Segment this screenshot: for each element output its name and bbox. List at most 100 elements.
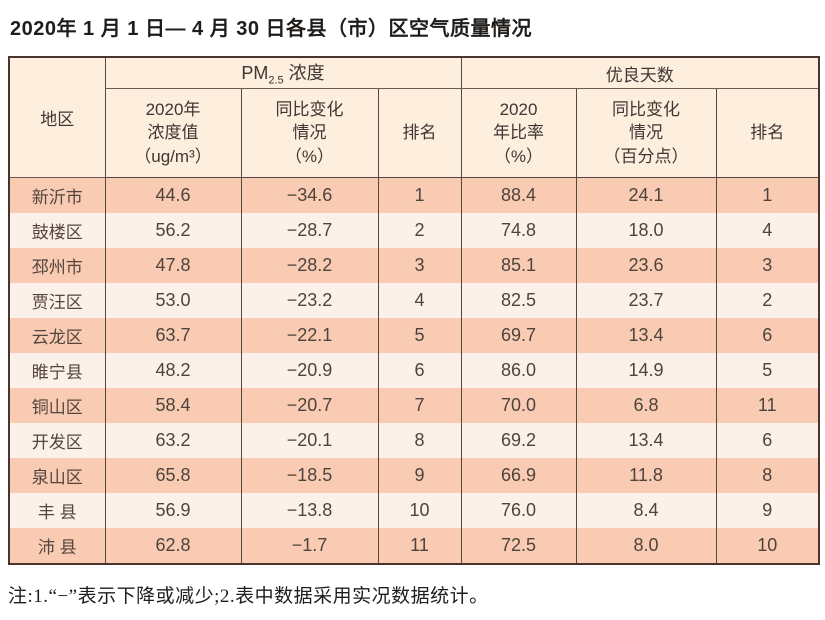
table-row: 丰 县 56.9 −13.8 10 76.0 8.4 9 (8, 493, 819, 528)
good-ratio-cell: 69.2 (460, 423, 576, 458)
good-rank-cell: 4 (715, 213, 819, 248)
good-change-cell: 24.1 (575, 177, 716, 213)
pm-rank-cell: 11 (377, 528, 461, 564)
col-header-good-change: 同比变化 情况 （百分点） (575, 88, 716, 178)
good-rank-cell: 10 (715, 528, 819, 564)
col-header-good-ratio: 2020 年比率 （%） (460, 88, 576, 178)
pm-value-cell: 56.2 (104, 213, 241, 248)
pm-value-cell: 44.6 (104, 177, 241, 213)
pm-rank-cell: 9 (377, 458, 461, 493)
pm-change-cell: −18.5 (240, 458, 378, 493)
good-change-cell: 13.4 (575, 423, 716, 458)
good-ratio-cell: 74.8 (460, 213, 576, 248)
region-cell: 鼓楼区 (8, 213, 105, 248)
pm-rank-cell: 1 (377, 177, 461, 213)
pm-value-cell: 63.2 (104, 423, 241, 458)
pm25-label: PM2.5 浓度 (241, 63, 325, 87)
pm-rank-cell: 7 (377, 388, 461, 423)
page-title: 2020年 1 月 1 日— 4 月 30 日各县（市）区空气质量情况 (10, 18, 533, 40)
header-sub-row: 2020年 浓度值 （ug/m³） 同比变化 情况 （%） 排名 2020 年比… (9, 88, 819, 178)
good-rank-cell: 2 (715, 283, 819, 318)
good-ratio-cell: 70.0 (460, 388, 576, 423)
col-header-pm-change: 同比变化 情况 （%） (240, 88, 378, 178)
pm-value-cell: 53.0 (104, 283, 241, 318)
col-header-region: 地区 (8, 57, 105, 178)
pm-value-cell: 65.8 (104, 458, 241, 493)
col-group-good-days: 优良天数 (460, 57, 819, 89)
pm-value-cell: 58.4 (104, 388, 241, 423)
good-change-cell: 13.4 (575, 318, 716, 353)
good-ratio-cell: 76.0 (460, 493, 576, 528)
table-row: 新沂市 44.6 −34.6 1 88.4 24.1 1 (8, 177, 819, 213)
pm-change-cell: −13.8 (240, 493, 378, 528)
table-body: 新沂市 44.6 −34.6 1 88.4 24.1 1 鼓楼区 56.2 −2… (8, 177, 819, 564)
good-rank-cell: 9 (715, 493, 819, 528)
region-cell: 云龙区 (8, 318, 105, 353)
table-row: 云龙区 63.7 −22.1 5 69.7 13.4 6 (8, 318, 819, 353)
pm-rank-cell: 6 (377, 353, 461, 388)
table-row: 铜山区 58.4 −20.7 7 70.0 6.8 11 (8, 388, 819, 423)
pm-change-cell: −1.7 (240, 528, 378, 564)
pm-rank-cell: 8 (377, 423, 461, 458)
good-ratio-cell: 82.5 (460, 283, 576, 318)
air-quality-table: 地区 PM2.5 浓度 优良天数 2020年 浓度值 （ug/m³） 同比变化 … (8, 56, 820, 565)
good-ratio-cell: 85.1 (460, 248, 576, 283)
good-change-cell: 11.8 (575, 458, 716, 493)
region-cell: 开发区 (8, 423, 105, 458)
table-row: 开发区 63.2 −20.1 8 69.2 13.4 6 (8, 423, 819, 458)
table-row: 沛 县 62.8 −1.7 11 72.5 8.0 10 (8, 528, 819, 564)
col-header-pm-value: 2020年 浓度值 （ug/m³） (104, 88, 241, 178)
good-rank-cell: 8 (715, 458, 819, 493)
good-ratio-cell: 88.4 (460, 177, 576, 213)
region-cell: 贾汪区 (8, 283, 105, 318)
good-change-cell: 6.8 (575, 388, 716, 423)
pm-change-cell: −34.6 (240, 177, 378, 213)
good-rank-cell: 1 (715, 177, 819, 213)
good-ratio-cell: 72.5 (460, 528, 576, 564)
region-cell: 铜山区 (8, 388, 105, 423)
pm-rank-cell: 3 (377, 248, 461, 283)
header-group-row: 地区 PM2.5 浓度 优良天数 (8, 57, 819, 178)
good-change-cell: 8.4 (575, 493, 716, 528)
table-row: 贾汪区 53.0 −23.2 4 82.5 23.7 2 (8, 283, 819, 318)
pm-change-cell: −20.9 (240, 353, 378, 388)
footnote: 注:1.“−”表示下降或减少;2.表中数据采用实况数据统计。 (8, 586, 489, 607)
good-rank-cell: 5 (715, 353, 819, 388)
table-row: 泉山区 65.8 −18.5 9 66.9 11.8 8 (8, 458, 819, 493)
good-change-cell: 18.0 (575, 213, 716, 248)
good-change-cell: 8.0 (575, 528, 716, 564)
good-ratio-cell: 66.9 (460, 458, 576, 493)
region-cell: 邳州市 (8, 248, 105, 283)
pm-change-cell: −28.2 (240, 248, 378, 283)
pm-change-cell: −22.1 (240, 318, 378, 353)
good-change-cell: 14.9 (575, 353, 716, 388)
region-cell: 泉山区 (8, 458, 105, 493)
good-rank-cell: 3 (715, 248, 819, 283)
pm-change-cell: −20.1 (240, 423, 378, 458)
region-cell: 丰 县 (8, 493, 105, 528)
pm-rank-cell: 4 (377, 283, 461, 318)
good-ratio-cell: 86.0 (460, 353, 576, 388)
region-cell: 睢宁县 (8, 353, 105, 388)
good-change-cell: 23.7 (575, 283, 716, 318)
pm-rank-cell: 5 (377, 318, 461, 353)
pm-change-cell: −20.7 (240, 388, 378, 423)
region-cell: 新沂市 (8, 177, 105, 213)
pm-change-cell: −23.2 (240, 283, 378, 318)
col-group-pm25: PM2.5 浓度 (104, 57, 461, 89)
col-header-pm-rank: 排名 (377, 88, 461, 178)
good-change-cell: 23.6 (575, 248, 716, 283)
pm-value-cell: 48.2 (104, 353, 241, 388)
good-ratio-cell: 69.7 (460, 318, 576, 353)
good-rank-cell: 6 (715, 318, 819, 353)
table-header: 地区 PM2.5 浓度 优良天数 2020年 浓度值 （ug/m³） 同比变化 … (8, 57, 819, 178)
pm-rank-cell: 2 (377, 213, 461, 248)
col-header-good-rank: 排名 (715, 88, 819, 178)
pm-rank-cell: 10 (377, 493, 461, 528)
region-cell: 沛 县 (8, 528, 105, 564)
pm-change-cell: −28.7 (240, 213, 378, 248)
pm-value-cell: 63.7 (104, 318, 241, 353)
pm-value-cell: 47.8 (104, 248, 241, 283)
table-row: 睢宁县 48.2 −20.9 6 86.0 14.9 5 (8, 353, 819, 388)
